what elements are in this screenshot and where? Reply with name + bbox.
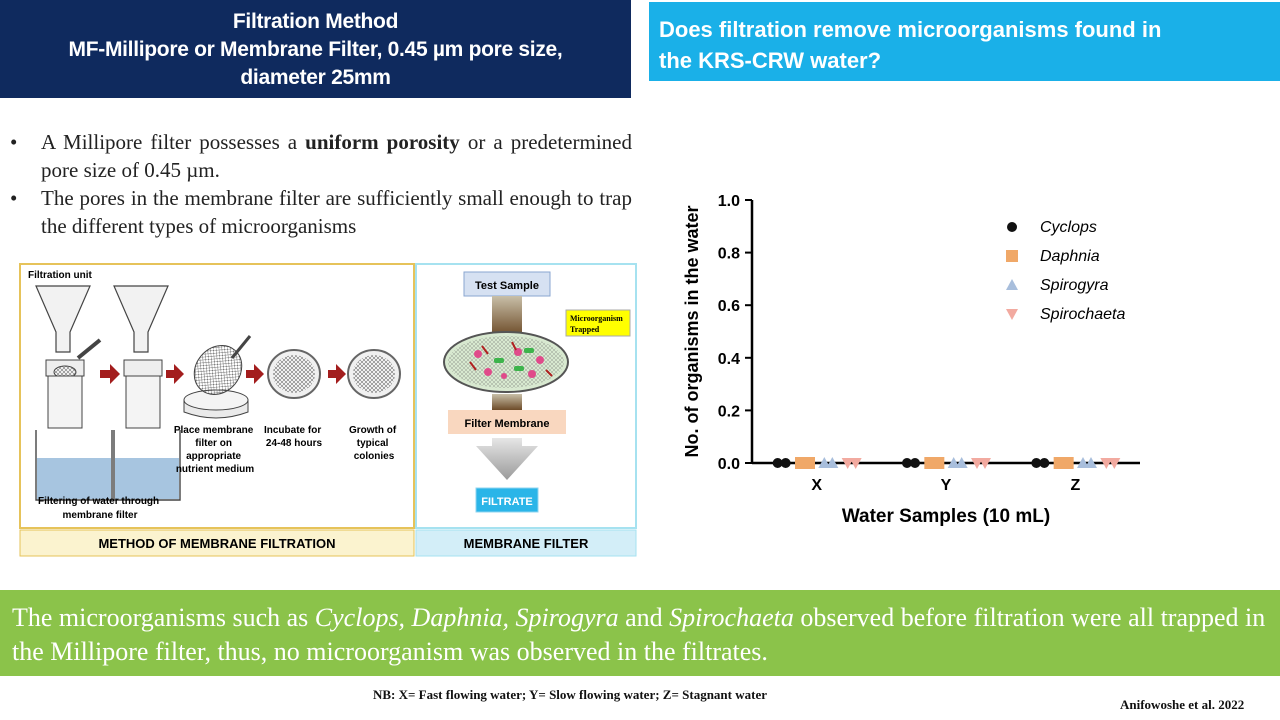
summary-text: observed before filtration were all trap… (12, 603, 1266, 666)
question-line-1: Does filtration remove microorganisms fo… (659, 17, 1162, 42)
legend-label: Spirogyra (1040, 277, 1109, 294)
data-point-spirogyra (1077, 457, 1089, 468)
filter-membrane-icon (443, 331, 569, 393)
summary-text: The microorganisms such as (12, 603, 315, 632)
filtrate-label: FILTRATE (481, 496, 533, 508)
legend-label: Daphnia (1040, 248, 1100, 265)
test-sample-box (463, 271, 551, 297)
legend-label: Spirochaeta (1040, 306, 1125, 323)
data-point-spirochaeta (841, 458, 854, 469)
data-point-cyclops (780, 458, 791, 468)
question-line-2: the KRS-CRW water? (659, 48, 882, 73)
y-tick-label: 0.2 (718, 403, 740, 420)
summary-italic: Cyclops, Daphnia, Spirogyra (314, 603, 619, 632)
method-subtitle: MF-Millipore or Membrane Filter, 0.45 µm… (68, 38, 563, 61)
membrane-caption: MEMBRANE FILTER (464, 536, 589, 551)
legend-marker-daphnia (1006, 250, 1018, 262)
data-point-spirochaeta (849, 458, 862, 469)
membrane-panel (415, 263, 637, 529)
legend-marker-cyclops (1007, 222, 1017, 232)
x-tick-label: X (811, 477, 822, 494)
step-arrow-icon (166, 364, 184, 384)
data-point-spirogyra (1085, 457, 1097, 468)
filtration-unit-icon-1 (35, 285, 113, 501)
filtration-unit-label: Filtration unit (28, 270, 93, 281)
x-tick-label: Z (1070, 477, 1080, 494)
question-box: Does filtration remove microorganisms fo… (649, 2, 1280, 81)
data-point-spirochaeta (1100, 458, 1113, 469)
x-axis-title: Water Samples (10 mL) (842, 506, 1050, 527)
organisms-chart: 0.0 0.2 0.4 0.6 0.8 1.0 X Y Z No. of organisms in… (682, 193, 1140, 527)
data-point-cyclops (902, 458, 912, 468)
y-tick-label: 1.0 (718, 193, 740, 210)
flow-column (492, 296, 522, 336)
bullet-bold: uniform porosity (305, 130, 460, 154)
step-growth-label: Growth of typical colonies (349, 425, 399, 462)
summary-text: and (618, 603, 670, 632)
down-arrow-icon (476, 438, 538, 480)
bullet-pores: The pores in the membrane filter are suf… (10, 184, 632, 240)
data-point-daphnia (1061, 457, 1074, 469)
data-point-spirochaeta (971, 458, 983, 469)
data-point-cyclops (1031, 458, 1042, 468)
bullet-text: A Millipore filter possesses a (41, 130, 306, 154)
data-point-daphnia (932, 457, 945, 469)
legend-marker-spirogyra (1006, 279, 1018, 290)
filtration-unit-icon-2 (113, 285, 181, 501)
bullet-list: A Millipore filter possesses a uniform p… (10, 128, 632, 240)
step-arrow-icon (100, 364, 120, 384)
filter-membrane-label: Filter Membrane (465, 418, 550, 430)
method-caption-bar (19, 529, 415, 557)
trapped-label: Microorganism Trapped (570, 314, 625, 334)
data-point-spirochaeta (1108, 458, 1121, 469)
colony-dish-icon (347, 349, 401, 399)
data-point-spirogyra (818, 457, 831, 468)
data-point-spirogyra (947, 457, 960, 468)
method-title: Filtration Method (232, 10, 399, 33)
summary-banner: The microorganisms such as Cyclops, Daph… (0, 590, 1280, 676)
filtering-label: Filtering of water through membrane filt… (38, 496, 162, 521)
method-subtitle-2: diameter 25mm (240, 66, 391, 89)
y-axis-title: No. of organisms in the water (682, 205, 702, 457)
data-point-spirochaeta (979, 458, 991, 469)
membrane-filtration-diagram: Filtration unit Place membrane (19, 263, 637, 557)
method-caption: METHOD OF MEMBRANE FILTRATION (98, 536, 335, 551)
membrane-on-dish-icon (183, 335, 252, 419)
data-point-cyclops (772, 458, 783, 468)
trapped-callout (565, 309, 631, 337)
flow-column-lower (492, 394, 522, 410)
petri-dish-icon (267, 349, 321, 399)
y-tick-label: 0.0 (718, 456, 740, 473)
legend-label: Cyclops (1040, 219, 1097, 236)
y-tick-label: 0.4 (718, 351, 740, 368)
credit: Anifowoshe et al. 2022 (1120, 697, 1245, 712)
filtrate-box (475, 487, 539, 513)
bullet-text: or a predetermined pore size of 0.45 µm. (41, 130, 632, 182)
filter-membrane-box (448, 410, 566, 434)
bullet-porosity: A Millipore filter possesses a uniform p… (10, 128, 632, 184)
step-arrow-icon (246, 364, 264, 384)
data-point-spirogyra (955, 457, 968, 468)
test-sample-label: Test Sample (475, 280, 539, 292)
step-arrow-icon (328, 364, 346, 384)
step-place-label: Place membrane filter on appropriate nut… (174, 425, 256, 475)
x-tick-label: Y (941, 477, 952, 494)
membrane-caption-bar (415, 529, 637, 557)
data-point-cyclops (910, 458, 920, 468)
legend-marker-spirochaeta (1006, 309, 1018, 320)
y-tick-label: 0.8 (718, 246, 740, 263)
method-title-box: Filtration Method MF-Millipore or Membra… (0, 0, 631, 98)
nb-note: NB: X= Fast flowing water; Y= Slow flowi… (372, 687, 767, 702)
summary-italic: Spirochaeta (669, 603, 794, 632)
data-point-spirogyra (826, 457, 839, 468)
data-point-daphnia (803, 457, 815, 469)
y-tick-label: 0.6 (718, 298, 740, 315)
step-incubate-label: Incubate for 24-48 hours (264, 425, 324, 449)
data-point-cyclops (1039, 458, 1050, 468)
